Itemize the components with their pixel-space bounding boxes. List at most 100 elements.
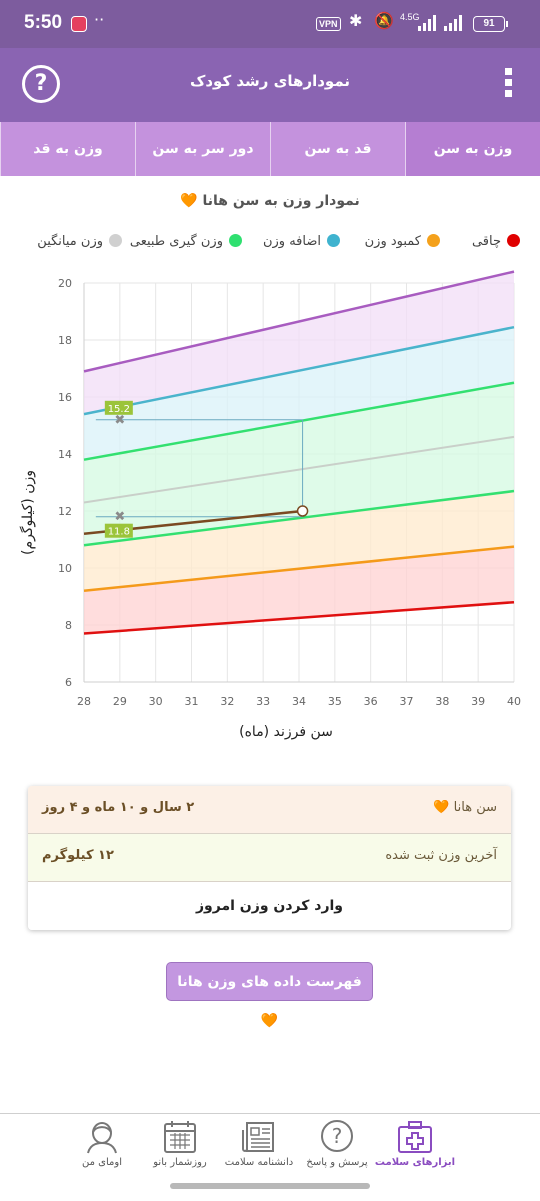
chart-legend: چاقی کمبود وزن اضافه وزن وزن گیری طبیعی … bbox=[8, 234, 532, 256]
chart-band-blue-to-purple bbox=[84, 271, 514, 415]
marker-label-box bbox=[104, 400, 133, 415]
legend-dot-icon bbox=[229, 234, 242, 247]
profile-avatar-icon bbox=[87, 1122, 117, 1154]
x-tick-label: 34 bbox=[292, 695, 306, 708]
marker-label: 11.8 bbox=[108, 527, 130, 538]
overflow-menu-icon[interactable] bbox=[498, 68, 518, 102]
x-tick-label: 28 bbox=[77, 695, 91, 708]
x-tick-label: 38 bbox=[435, 695, 449, 708]
legend-dot-icon bbox=[327, 234, 340, 247]
legend-dot-icon bbox=[507, 234, 520, 247]
svg-text:?: ? bbox=[332, 1124, 343, 1148]
legend-item-normal-gain[interactable]: وزن گیری طبیعی bbox=[130, 234, 242, 249]
x-tick-label: 36 bbox=[364, 695, 378, 708]
y-tick-label: 10 bbox=[58, 562, 72, 575]
age-label: سن هانا 🧡 bbox=[433, 800, 497, 815]
x-tick-label: 30 bbox=[149, 695, 163, 708]
child-latest-point[interactable] bbox=[296, 505, 309, 517]
signal-strength-icon bbox=[418, 15, 436, 31]
legend-label: چاقی bbox=[471, 234, 501, 249]
age-value: ۲ سال و ۱۰ ماه و ۴ روز bbox=[42, 800, 195, 815]
marker-x-icon: ✖ bbox=[114, 413, 125, 428]
tab-height-for-age[interactable]: قد به سن bbox=[270, 122, 405, 176]
y-tick-label: 14 bbox=[58, 448, 72, 461]
last-weight-value: ۱۲ کیلوگرم bbox=[42, 848, 114, 863]
legend-item-underweight[interactable]: کمبود وزن bbox=[365, 234, 440, 249]
marker-label: 15.2 bbox=[108, 404, 130, 415]
y-tick-label: 8 bbox=[65, 619, 72, 632]
legend-label: اضافه وزن bbox=[262, 234, 321, 249]
nav-label: اومای من bbox=[82, 1157, 122, 1168]
x-tick-label: 39 bbox=[471, 695, 485, 708]
chart-band-orange-to-green-low bbox=[84, 491, 514, 591]
marker-label-box bbox=[104, 523, 133, 538]
question-bubble-icon: ? bbox=[321, 1120, 353, 1152]
y-tick-label: 20 bbox=[58, 277, 72, 290]
last-weight-row: آخرین وزن ثبت شده ۱۲ کیلوگرم bbox=[28, 834, 511, 882]
nav-health-encyclopedia[interactable]: دانشنامه سلامت bbox=[214, 1120, 304, 1184]
nav-label: ابزارهای سلامت bbox=[374, 1157, 456, 1168]
curve-green-low bbox=[83, 489, 515, 547]
signal-strength-icon-2 bbox=[444, 15, 462, 31]
x-tick-label: 31 bbox=[185, 695, 199, 708]
x-tick-label: 40 bbox=[507, 695, 521, 708]
chart-band-red-to-orange bbox=[84, 546, 514, 634]
instagram-notification-icon bbox=[71, 16, 87, 32]
x-axis-title: سن فرزند (ماه) bbox=[239, 724, 333, 740]
nav-label: روزشمار بانو bbox=[153, 1157, 207, 1168]
chart-tabs: وزن به سن قد به سن دور سر به سن وزن به ق… bbox=[0, 122, 540, 176]
nav-lady-calendar[interactable]: روزشمار بانو bbox=[135, 1120, 225, 1184]
chart-band-green-low-to-green-high bbox=[84, 382, 514, 546]
status-time: 5:50 bbox=[24, 12, 63, 33]
nav-health-tools[interactable]: ابزارهای سلامت bbox=[370, 1120, 460, 1184]
calendar-icon bbox=[164, 1121, 196, 1153]
help-icon[interactable]: ? bbox=[22, 65, 60, 103]
age-row: سن هانا 🧡 ۲ سال و ۱۰ ماه و ۴ روز bbox=[28, 786, 511, 834]
app-bar: ? نمودارهای رشد کودک bbox=[0, 48, 540, 122]
vpn-badge: VPN bbox=[316, 17, 341, 31]
newspaper-icon bbox=[242, 1122, 274, 1152]
curve-orange bbox=[83, 545, 515, 593]
last-weight-label: آخرین وزن ثبت شده bbox=[385, 848, 497, 863]
y-axis-title: وزن (کیلوگرم) bbox=[19, 470, 36, 555]
legend-item-average-weight[interactable]: وزن میانگین bbox=[37, 234, 122, 249]
legend-label: وزن گیری طبیعی bbox=[129, 234, 223, 249]
curve-blue bbox=[83, 325, 515, 416]
curve-median bbox=[83, 435, 515, 504]
nav-questions-answers[interactable]: ? پرسش و پاسخ bbox=[292, 1120, 382, 1184]
legend-dot-icon bbox=[427, 234, 440, 247]
curve-purple bbox=[83, 270, 515, 373]
tab-weight-for-height[interactable]: وزن به قد bbox=[0, 122, 135, 176]
y-tick-label: 12 bbox=[58, 505, 72, 518]
summary-card: سن هانا 🧡 ۲ سال و ۱۰ ماه و ۴ روز آخرین و… bbox=[28, 786, 511, 930]
weight-for-age-chart[interactable]: ✖15.2✖11.828 29 30 31 32 33 34 35 36 37 38 39 406810… bbox=[0, 270, 540, 750]
y-tick-label: 18 bbox=[58, 334, 72, 347]
weight-data-list-button[interactable]: فهرست داده های وزن هانا 🧡 bbox=[166, 962, 373, 1029]
tab-weight-for-age[interactable]: وزن به سن bbox=[405, 122, 540, 176]
legend-label: وزن میانگین bbox=[37, 234, 103, 249]
curve-green-high bbox=[83, 381, 515, 461]
tab-head-circumference-for-age[interactable]: دور سر به سن bbox=[135, 122, 270, 176]
y-tick-label: 16 bbox=[58, 391, 72, 404]
legend-label: کمبود وزن bbox=[364, 234, 421, 249]
x-tick-label: 37 bbox=[400, 695, 414, 708]
marker-x-icon: ✖ bbox=[114, 510, 125, 525]
curve-red bbox=[83, 600, 515, 635]
x-tick-label: 35 bbox=[328, 695, 342, 708]
nav-my-profile[interactable]: اومای من bbox=[57, 1120, 147, 1184]
network-type: 4.5G bbox=[400, 12, 420, 22]
legend-item-overweight[interactable]: اضافه وزن bbox=[263, 234, 340, 249]
bluetooth-icon: ✱ bbox=[349, 11, 363, 30]
mute-icon: 🔕 bbox=[374, 11, 394, 30]
x-tick-label: 33 bbox=[256, 695, 270, 708]
y-tick-label: 6 bbox=[65, 676, 72, 689]
enter-today-weight-button[interactable]: وارد کردن وزن امروز bbox=[28, 882, 511, 930]
legend-item-obesity[interactable]: چاقی bbox=[472, 234, 520, 249]
chart-band-green-high-to-blue bbox=[84, 327, 514, 460]
battery-icon: 91 bbox=[473, 16, 508, 32]
chart-title: نمودار وزن به سن هانا 🧡 bbox=[180, 193, 360, 209]
x-tick-label: 29 bbox=[113, 695, 127, 708]
home-indicator bbox=[170, 1183, 370, 1189]
nav-label: دانشنامه سلامت bbox=[224, 1157, 294, 1168]
x-tick-label: 32 bbox=[220, 695, 234, 708]
